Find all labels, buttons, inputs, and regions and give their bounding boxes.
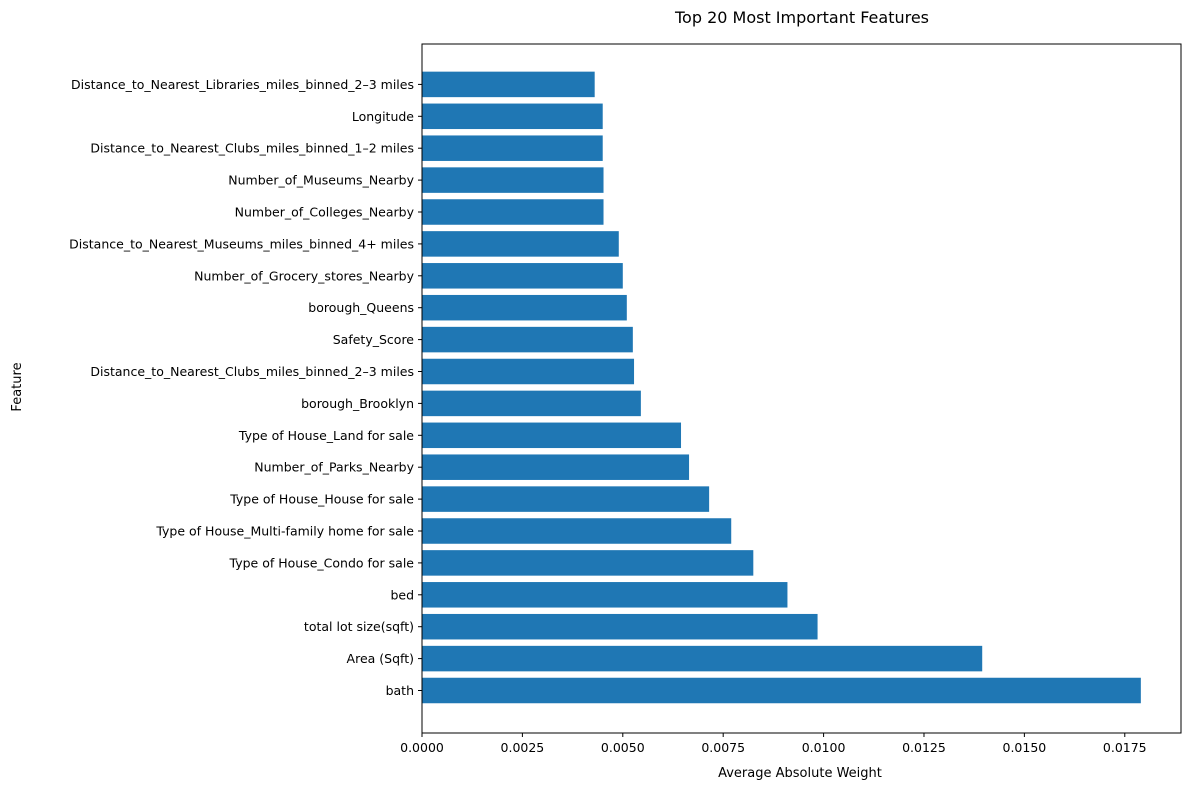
y-tick-label: Distance_to_Nearest_Museums_miles_binned…	[69, 236, 414, 251]
bar	[422, 167, 604, 193]
y-tick-label: Type of House_Multi-family home for sale	[155, 524, 414, 539]
bar	[422, 390, 641, 417]
y-tick-label: Type of House_House for sale	[229, 492, 414, 507]
bar	[422, 518, 732, 544]
bar	[422, 71, 595, 98]
x-tick-label: 0.0000	[400, 740, 444, 755]
axes-frame	[421, 43, 1182, 734]
bar	[422, 135, 603, 161]
y-tick-label: Distance_to_Nearest_Libraries_miles_binn…	[71, 77, 414, 92]
y-tick-label: Number_of_Parks_Nearby	[254, 460, 414, 475]
y-tick-label: Number_of_Grocery_stores_Nearby	[194, 268, 414, 283]
chart-title: Top 20 Most Important Features	[674, 8, 929, 27]
x-tick-label: 0.0125	[902, 740, 946, 755]
bar	[422, 645, 983, 672]
x-tick-label: 0.0025	[501, 740, 545, 755]
bar	[422, 326, 633, 353]
plot-frame	[421, 43, 1182, 734]
bar	[422, 486, 710, 512]
y-tick-label: Distance_to_Nearest_Clubs_miles_binned_1…	[90, 141, 414, 156]
bar	[422, 613, 818, 640]
y-tick-label: Longitude	[352, 109, 414, 124]
bars-layer	[422, 71, 1141, 704]
bar	[422, 454, 690, 480]
y-tick-label: Distance_to_Nearest_Clubs_miles_binned_2…	[90, 364, 414, 379]
x-tick-label: 0.0175	[1103, 740, 1147, 755]
bar	[422, 550, 754, 576]
bar	[422, 677, 1141, 704]
bar	[422, 103, 603, 130]
bar	[422, 422, 682, 449]
y-tick-label: total lot size(sqft)	[304, 619, 414, 634]
y-tick-label: borough_Queens	[308, 300, 414, 315]
x-tick-label: 0.0050	[601, 740, 645, 755]
y-axis-label: Feature	[10, 362, 25, 411]
bar	[422, 199, 604, 225]
y-tick-label: Type of House_Land for sale	[238, 428, 414, 443]
y-tick-label: borough_Brooklyn	[301, 396, 414, 411]
y-tick-label: Area (Sqft)	[347, 651, 414, 666]
ticks-layer: bath Area (Sqft) total lot size(sqft) bed Ty…	[69, 77, 1146, 755]
y-tick-label: bath	[386, 683, 414, 698]
x-tick-label: 0.0150	[1003, 740, 1047, 755]
y-tick-label: bed	[390, 587, 414, 602]
bar	[422, 231, 619, 257]
bar	[422, 358, 635, 385]
x-tick-label: 0.0075	[701, 740, 745, 755]
y-tick-label: Type of House_Condo for sale	[229, 555, 415, 570]
x-axis-label: Average Absolute Weight	[718, 766, 882, 781]
y-tick-label: Number_of_Colleges_Nearby	[235, 205, 415, 220]
x-tick-label: 0.0100	[802, 740, 846, 755]
bar	[422, 582, 788, 608]
y-tick-label: Number_of_Museums_Nearby	[228, 173, 414, 188]
y-tick-label: Safety_Score	[333, 332, 415, 347]
bar	[422, 294, 627, 321]
bar	[422, 263, 623, 289]
